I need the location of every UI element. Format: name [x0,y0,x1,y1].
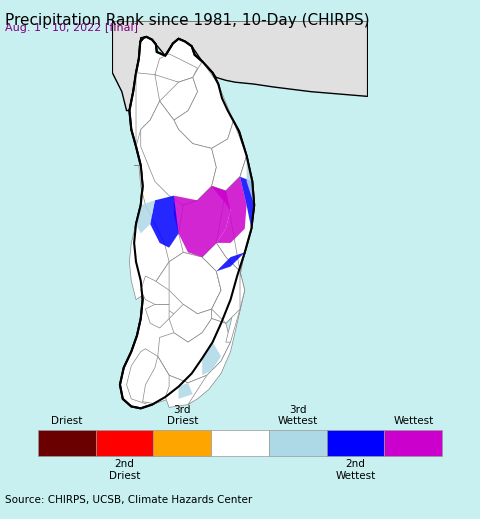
Polygon shape [120,37,254,408]
Polygon shape [136,200,155,234]
Polygon shape [212,121,247,191]
Text: Precipitation Rank since 1981, 10-Day (CHIRPS): Precipitation Rank since 1981, 10-Day (C… [5,13,370,28]
Polygon shape [130,166,169,299]
Polygon shape [150,252,221,319]
Polygon shape [136,73,164,146]
Bar [327,430,384,456]
Polygon shape [141,276,169,304]
Polygon shape [212,257,245,323]
Polygon shape [226,229,252,342]
Polygon shape [112,21,368,111]
Polygon shape [155,54,197,82]
Text: 3rd
Wettest: 3rd Wettest [277,405,318,426]
Bar [96,430,153,456]
Bar [384,430,442,456]
Polygon shape [169,252,221,314]
Bar [211,430,269,456]
Polygon shape [226,177,254,229]
Polygon shape [155,75,197,120]
Polygon shape [216,229,252,271]
Polygon shape [165,375,207,407]
Polygon shape [212,177,247,243]
Polygon shape [179,186,230,257]
Text: Wettest: Wettest [393,416,433,426]
Text: 2nd
Wettest: 2nd Wettest [336,459,376,481]
Text: 2nd
Driest: 2nd Driest [109,459,140,481]
Polygon shape [150,196,179,248]
Polygon shape [169,304,212,342]
Polygon shape [247,156,254,205]
Polygon shape [141,101,216,205]
Polygon shape [143,357,179,404]
Polygon shape [160,77,197,120]
Polygon shape [174,186,230,257]
Polygon shape [127,349,169,404]
Polygon shape [202,342,221,375]
Polygon shape [174,61,233,148]
Polygon shape [188,276,245,405]
Bar [38,430,96,456]
Polygon shape [226,156,254,271]
Text: Aug. 1 - 10, 2022 [final]: Aug. 1 - 10, 2022 [final] [5,23,138,33]
Polygon shape [216,156,254,271]
Polygon shape [202,243,240,323]
Text: Source: CHIRPS, UCSB, Climate Hazards Center: Source: CHIRPS, UCSB, Climate Hazards Ce… [5,495,252,506]
Bar [269,430,327,456]
Text: Driest: Driest [51,416,82,426]
Bar [153,430,211,456]
Polygon shape [158,319,230,383]
Polygon shape [145,304,169,328]
Text: 3rd
Driest: 3rd Driest [167,405,198,426]
Polygon shape [179,383,193,399]
